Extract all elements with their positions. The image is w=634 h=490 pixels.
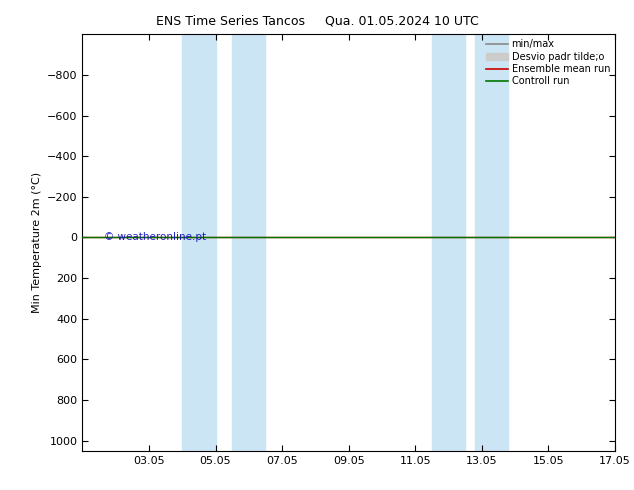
- Legend: min/max, Desvio padr tilde;o, Ensemble mean run, Controll run: min/max, Desvio padr tilde;o, Ensemble m…: [484, 37, 612, 88]
- Bar: [232, 34, 266, 451]
- Bar: [476, 34, 508, 451]
- Y-axis label: Min Temperature 2m (°C): Min Temperature 2m (°C): [32, 172, 41, 313]
- Bar: [183, 34, 216, 451]
- Text: ENS Time Series Tancos     Qua. 01.05.2024 10 UTC: ENS Time Series Tancos Qua. 01.05.2024 1…: [155, 15, 479, 28]
- Text: © weatheronline.pt: © weatheronline.pt: [104, 232, 206, 243]
- Bar: [432, 34, 465, 451]
